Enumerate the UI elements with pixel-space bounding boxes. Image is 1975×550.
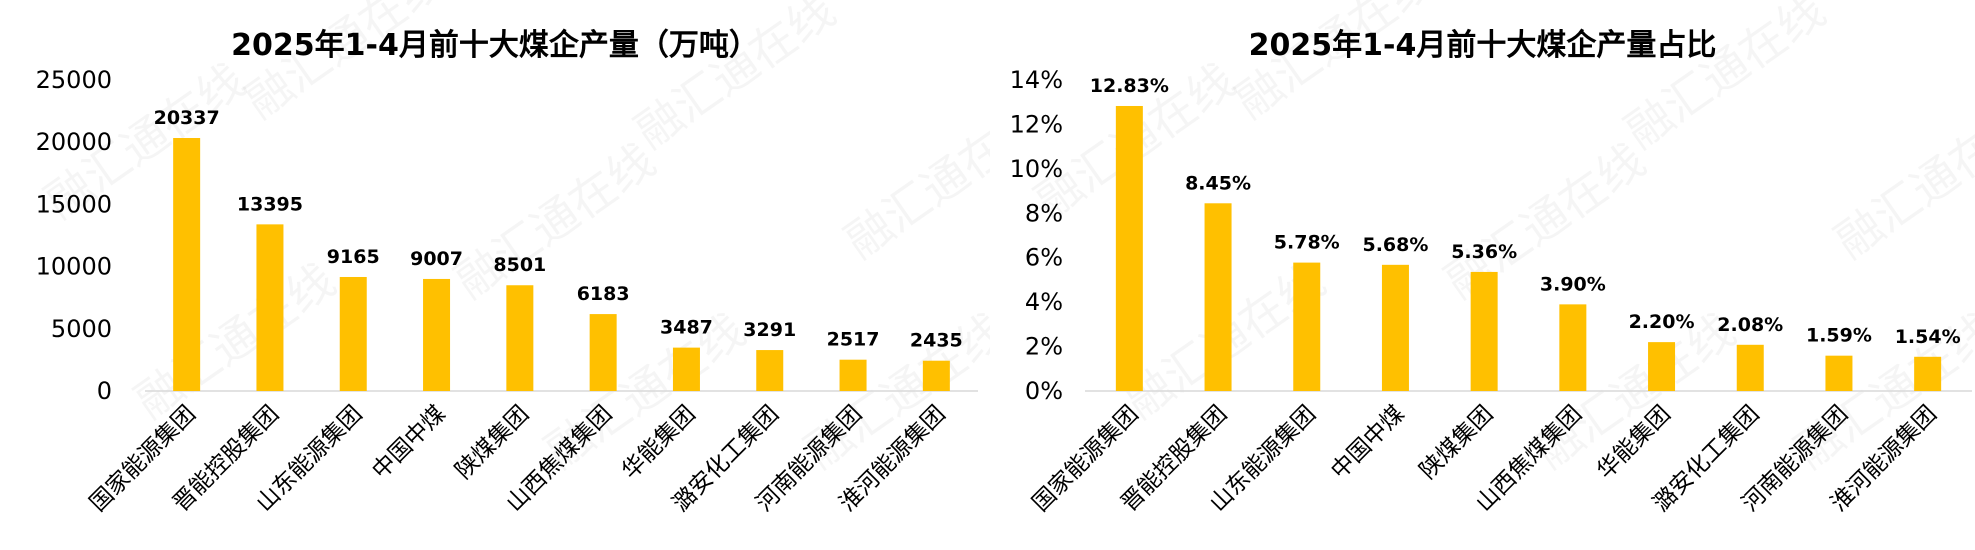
y-tick-label: 0% bbox=[1025, 377, 1063, 405]
production-data-label: 3487 bbox=[660, 317, 713, 339]
production-bar bbox=[672, 347, 700, 391]
x-category-label: 陕煤集团 bbox=[1415, 401, 1498, 484]
production-bar bbox=[423, 278, 451, 391]
watermark-text: 融汇通在线 bbox=[445, 133, 664, 309]
share-data-label: 1.59% bbox=[1806, 325, 1872, 347]
share-data-label: 3.90% bbox=[1540, 273, 1606, 295]
y-tick-label: 20000 bbox=[36, 128, 112, 156]
production-bar bbox=[589, 314, 617, 391]
production-data-label: 13395 bbox=[237, 193, 303, 215]
production-bar bbox=[506, 285, 534, 391]
share-bar bbox=[1293, 262, 1321, 391]
y-tick-label: 2% bbox=[1025, 333, 1063, 361]
share-bar bbox=[1470, 271, 1498, 391]
share-data-label: 5.36% bbox=[1451, 241, 1517, 263]
share-bar bbox=[1381, 264, 1409, 391]
production-data-label: 20337 bbox=[154, 107, 220, 129]
x-category-label: 中国中煤 bbox=[1326, 401, 1409, 484]
share-bar bbox=[1648, 342, 1676, 391]
production-data-label: 2517 bbox=[827, 329, 880, 351]
y-tick-label: 4% bbox=[1025, 288, 1063, 316]
production-bar bbox=[256, 224, 284, 391]
production-bar-chart: 融汇通在线融汇通在线融汇通在线融汇通在线融汇通在线融汇通在线融汇通在线融汇通在线… bbox=[36, 0, 990, 517]
x-category-label: 中国中煤 bbox=[367, 401, 450, 484]
x-category-label: 陕煤集团 bbox=[451, 401, 534, 484]
y-tick-label: 5000 bbox=[51, 315, 112, 343]
y-tick-label: 6% bbox=[1025, 244, 1063, 272]
y-tick-label: 25000 bbox=[36, 66, 112, 94]
y-tick-label: 10% bbox=[1010, 155, 1063, 183]
share-data-label: 12.83% bbox=[1090, 75, 1169, 97]
share-data-label: 5.78% bbox=[1274, 232, 1340, 254]
share-chart-title: 2025年1-4月前十大煤企产量占比 bbox=[1248, 28, 1717, 63]
watermark-text: 融汇通在线 bbox=[125, 253, 344, 429]
production-data-label: 9165 bbox=[327, 246, 380, 268]
share-bar bbox=[1559, 304, 1587, 391]
share-data-label: 2.20% bbox=[1629, 311, 1695, 333]
watermark-text: 融汇通在线 bbox=[1825, 93, 1975, 269]
production-data-label: 9007 bbox=[410, 248, 463, 270]
share-bar bbox=[1204, 203, 1232, 391]
share-bar bbox=[1825, 355, 1853, 391]
production-data-label: 3291 bbox=[743, 319, 796, 341]
share-bar bbox=[1115, 105, 1143, 391]
production-data-label: 6183 bbox=[577, 283, 630, 305]
production-bar bbox=[339, 276, 367, 391]
watermark-text: 融汇通在线 bbox=[625, 0, 844, 159]
watermark-text: 融汇通在线 bbox=[235, 0, 454, 129]
share-data-label: 1.54% bbox=[1895, 326, 1961, 348]
y-tick-label: 12% bbox=[1010, 110, 1063, 138]
share-bar-chart: 融汇通在线融汇通在线融汇通在线融汇通在线融汇通在线融汇通在线融汇通在线融汇通在线… bbox=[1010, 0, 1975, 517]
share-data-label: 2.08% bbox=[1717, 314, 1783, 336]
share-chart-panel: 2025年1-4月前十大煤企产量占比 融汇通在线融汇通在线融汇通在线融汇通在线融… bbox=[990, 0, 1975, 550]
production-chart-title: 2025年1-4月前十大煤企产量（万吨） bbox=[231, 28, 759, 63]
y-tick-label: 10000 bbox=[36, 253, 112, 281]
share-bar bbox=[1736, 344, 1764, 391]
y-tick-label: 0 bbox=[97, 377, 112, 405]
share-data-label: 8.45% bbox=[1185, 172, 1251, 194]
production-bar bbox=[173, 138, 201, 391]
watermark-text: 融汇通在线 bbox=[1225, 0, 1444, 129]
y-tick-label: 15000 bbox=[36, 190, 112, 218]
production-bar bbox=[756, 350, 784, 391]
production-data-label: 8501 bbox=[493, 254, 546, 276]
production-data-label: 2435 bbox=[910, 330, 963, 352]
y-tick-label: 14% bbox=[1010, 66, 1063, 94]
production-chart-panel: 2025年1-4月前十大煤企产量（万吨） 融汇通在线融汇通在线融汇通在线融汇通在… bbox=[36, 0, 990, 517]
y-tick-label: 8% bbox=[1025, 199, 1063, 227]
share-data-label: 5.68% bbox=[1362, 234, 1428, 256]
share-bar bbox=[1914, 356, 1942, 391]
production-bar bbox=[922, 360, 950, 391]
watermark-text: 融汇通在线 bbox=[835, 93, 990, 269]
production-bar bbox=[839, 359, 867, 391]
watermark-text: 融汇通在线 bbox=[1615, 0, 1834, 159]
